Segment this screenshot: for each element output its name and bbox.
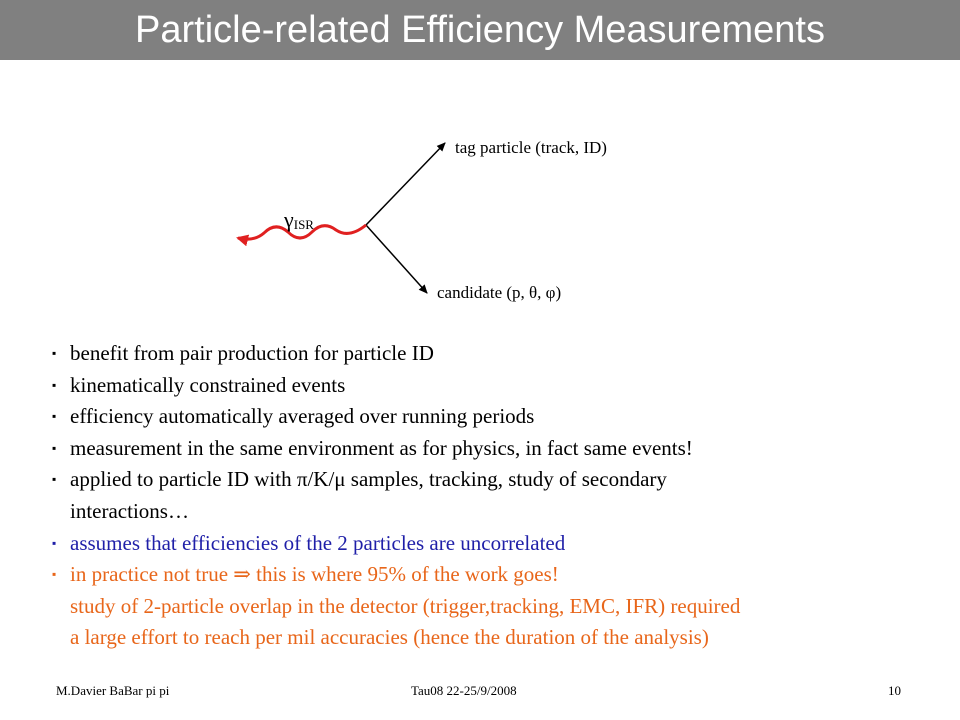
photon-isr-wave bbox=[236, 223, 367, 247]
bullet-item: ▪ efficiency automatically averaged over … bbox=[52, 401, 952, 433]
candidate-track bbox=[365, 224, 428, 294]
bullet-item: ▪ kinematically constrained events bbox=[52, 370, 952, 402]
tag-particle-track bbox=[365, 142, 446, 226]
gamma-isr-label: γISR bbox=[284, 207, 314, 232]
bullet-icon: ▪ bbox=[52, 472, 57, 487]
footer-page-number: 10 bbox=[888, 683, 901, 698]
bullet-icon: ▪ bbox=[52, 377, 57, 392]
bullet-icon: ▪ bbox=[52, 346, 57, 360]
footer-author: M.Davier BaBar pi pi bbox=[56, 683, 170, 698]
footer-event: Tau08 22-25/9/2008 bbox=[411, 683, 517, 698]
bullet-icon: ▪ bbox=[52, 535, 57, 550]
bullet-item: ▪ benefit from pair production for partic… bbox=[52, 338, 952, 370]
bullet-item: ▪ measurement in the same environment as … bbox=[52, 433, 952, 465]
bullet-item: ▪ applied to particle ID with π/K/μ sampl… bbox=[52, 464, 952, 527]
tag-particle-label: tag particle (track, ID) bbox=[455, 138, 607, 157]
slide-title: Particle-related Efficiency Measurements bbox=[135, 9, 825, 51]
bullet-icon: ▪ bbox=[52, 440, 57, 455]
bullet-icon: ▪ bbox=[52, 409, 57, 424]
title-bar bbox=[0, 0, 960, 60]
bullet-list: ▪ benefit from pair production for partic… bbox=[52, 338, 952, 654]
bullet-icon: ▪ bbox=[52, 567, 57, 582]
candidate-label: candidate (p, θ, φ) bbox=[437, 283, 562, 302]
bullet-item: ▪ in practice not true ⇒ this is where 95… bbox=[52, 559, 952, 654]
bullet-item: ▪ assumes that efficiencies of the 2 part… bbox=[52, 528, 952, 560]
